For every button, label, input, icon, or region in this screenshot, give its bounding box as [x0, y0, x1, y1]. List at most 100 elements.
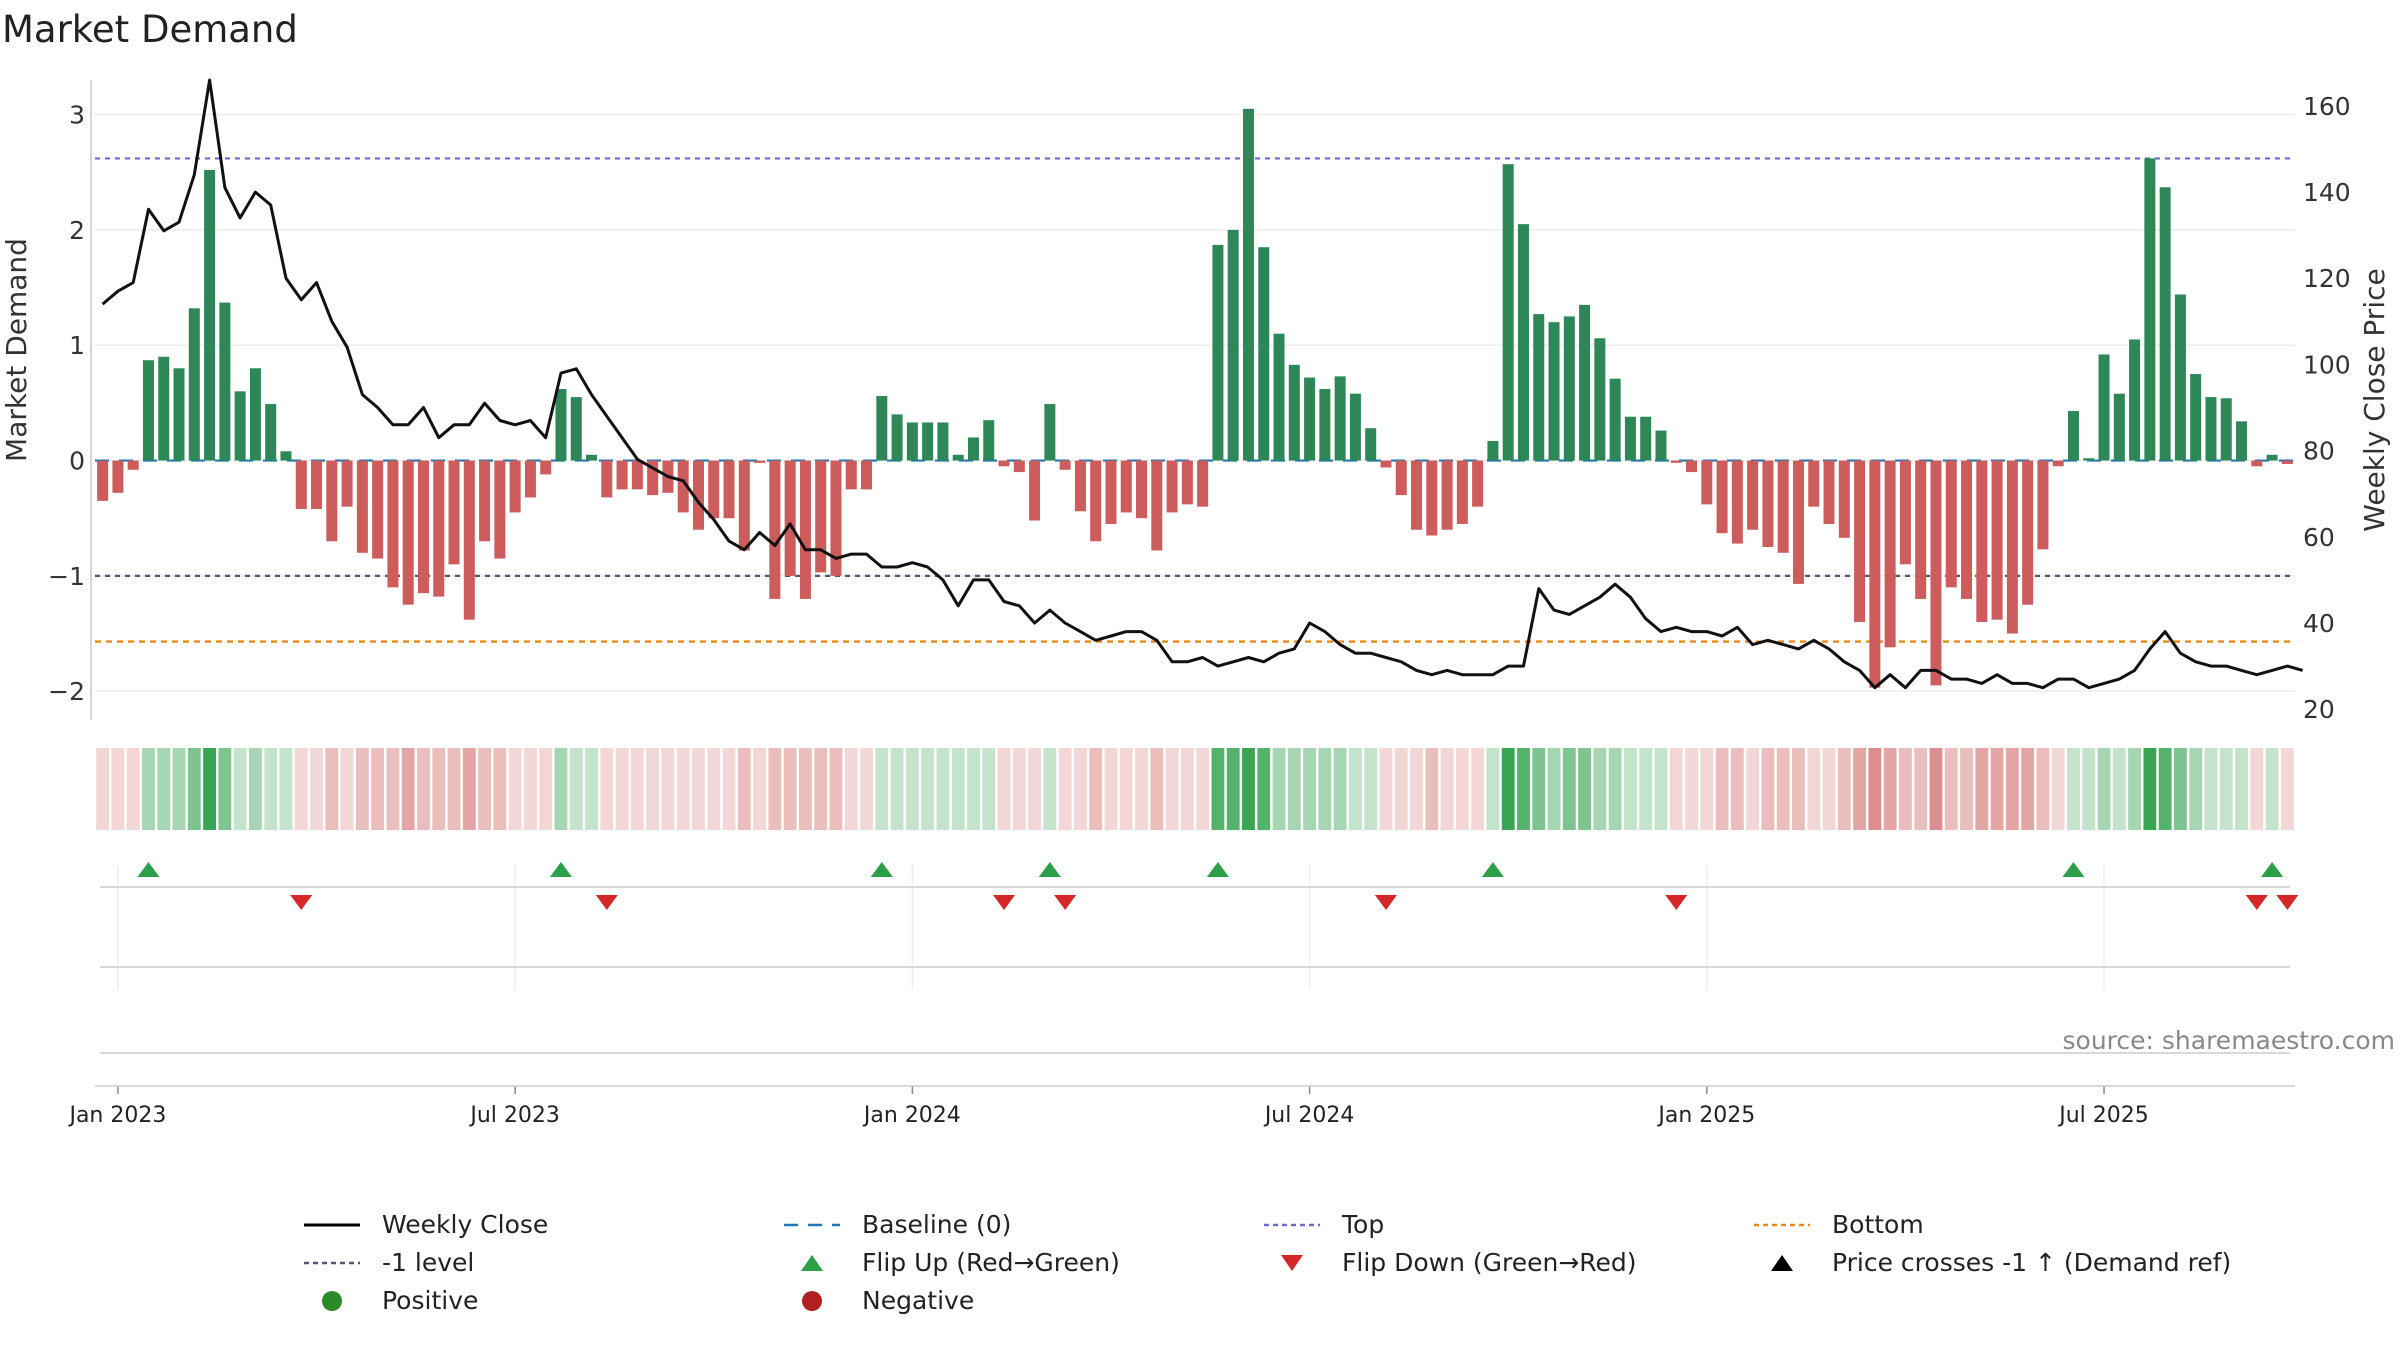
demand-bar: [738, 460, 750, 551]
bottom-icon: [1754, 1223, 1810, 1227]
demand-bar: [1777, 460, 1789, 553]
chart-title: Market Demand: [2, 8, 298, 51]
strip-cell: [187, 748, 201, 830]
strip-cell: [1196, 748, 1210, 830]
strip-cell: [1425, 748, 1439, 830]
strip-cell: [737, 748, 751, 830]
demand-bar: [2006, 460, 2018, 634]
demand-bar: [1731, 460, 1743, 544]
demand-bar: [219, 302, 231, 461]
strip-cell: [1318, 748, 1332, 830]
demand-bar: [142, 360, 154, 461]
strip-cell: [554, 748, 568, 830]
demand-bar: [1197, 460, 1209, 507]
strip-cell: [1853, 748, 1866, 830]
flip-down-marker: [993, 895, 1016, 910]
demand-bar: [112, 460, 124, 493]
strip-cell: [2143, 748, 2157, 830]
flip-up-marker: [1206, 862, 1229, 877]
demand-bar: [799, 460, 811, 599]
demand-bars: [97, 108, 2293, 688]
y2-tick-label: 60: [2303, 523, 2335, 552]
strip-cell: [1669, 748, 1683, 830]
weekly-close-line: [101, 78, 2304, 690]
strip-cell: [1135, 748, 1148, 830]
strip-cell: [615, 748, 629, 830]
demand-bar: [1594, 338, 1606, 461]
strip-cell: [1868, 748, 1882, 830]
y-tick-label: −1: [48, 562, 85, 591]
legend-label: Negative: [862, 1286, 975, 1315]
demand-bar: [845, 460, 857, 490]
strip-cell: [2280, 748, 2294, 830]
strip-cell: [1822, 748, 1836, 830]
strip-cell: [661, 748, 675, 830]
demand-bar: [830, 460, 842, 576]
demand-bar: [1640, 416, 1652, 461]
demand-bar: [998, 460, 1010, 467]
demand-bar: [861, 460, 873, 490]
strip-cell: [1104, 748, 1118, 830]
strip-cell: [799, 748, 812, 830]
demand-bar: [555, 389, 567, 461]
demand-bar: [2037, 460, 2049, 550]
strip-cell: [325, 748, 339, 830]
strip-cell: [1257, 748, 1271, 830]
demand-bar: [2144, 158, 2156, 461]
demand-bar: [1181, 460, 1193, 505]
legend-label: Bottom: [1832, 1210, 1924, 1239]
y2-tick-label: 140: [2303, 178, 2351, 207]
demand-bar: [1762, 460, 1774, 548]
demand-bar: [448, 460, 460, 565]
y-axis-label: Market Demand: [0, 238, 33, 462]
strip-cell: [1562, 748, 1576, 830]
legend-label: -1 level: [382, 1248, 475, 1277]
demand-bar: [937, 422, 949, 461]
strip-cell: [692, 748, 705, 830]
strip-cell: [1746, 748, 1760, 830]
strip-cell: [2219, 748, 2233, 830]
flip-up-marker: [137, 862, 160, 877]
flip-down-marker: [595, 895, 618, 910]
demand-bar: [494, 460, 506, 559]
strip-cell: [1455, 748, 1469, 830]
demand-bar: [326, 460, 338, 542]
demand-bar: [1166, 460, 1178, 513]
demand-bar: [1136, 460, 1148, 519]
flip-up-marker: [549, 862, 572, 877]
strip-cell: [1624, 748, 1637, 830]
flip-up-marker: [2062, 862, 2085, 877]
strip-cell: [753, 748, 766, 830]
flip-up-marker: [2261, 862, 2284, 877]
demand-color-strip: [96, 748, 2294, 830]
demand-bar: [1349, 393, 1361, 461]
demand-bar: [1151, 460, 1163, 551]
demand-bar: [1930, 460, 1942, 686]
legend-label: Flip Up (Red→Green): [862, 1248, 1120, 1277]
strip-cell: [1532, 748, 1546, 830]
strip-cell: [1547, 748, 1561, 830]
legend-label: Top: [1342, 1210, 1385, 1239]
strip-cell: [1394, 748, 1408, 830]
strip-cell: [1517, 748, 1530, 830]
demand-bar: [876, 395, 888, 461]
strip-cell: [233, 748, 247, 830]
demand-bar: [922, 422, 934, 461]
demand-bar: [815, 460, 827, 573]
demand-bar: [586, 454, 598, 461]
strip-cell: [1700, 748, 1714, 830]
strip-cell: [722, 748, 736, 830]
demand-bar: [265, 404, 277, 461]
strip-cell: [1792, 748, 1805, 830]
strip-cell: [1929, 748, 1943, 830]
strip-cell: [1379, 748, 1393, 830]
demand-bar: [2236, 421, 2248, 461]
x-tick-label: Jul 2023: [468, 1103, 560, 1128]
source-credit: source: sharemaestro.com: [2063, 1026, 2396, 1055]
strip-cell: [2082, 748, 2096, 830]
legend-label: Baseline (0): [862, 1210, 1012, 1239]
demand-bar: [1304, 377, 1316, 461]
strip-cell: [524, 748, 537, 830]
strip-cell: [1486, 748, 1500, 830]
demand-bar: [2129, 339, 2141, 461]
